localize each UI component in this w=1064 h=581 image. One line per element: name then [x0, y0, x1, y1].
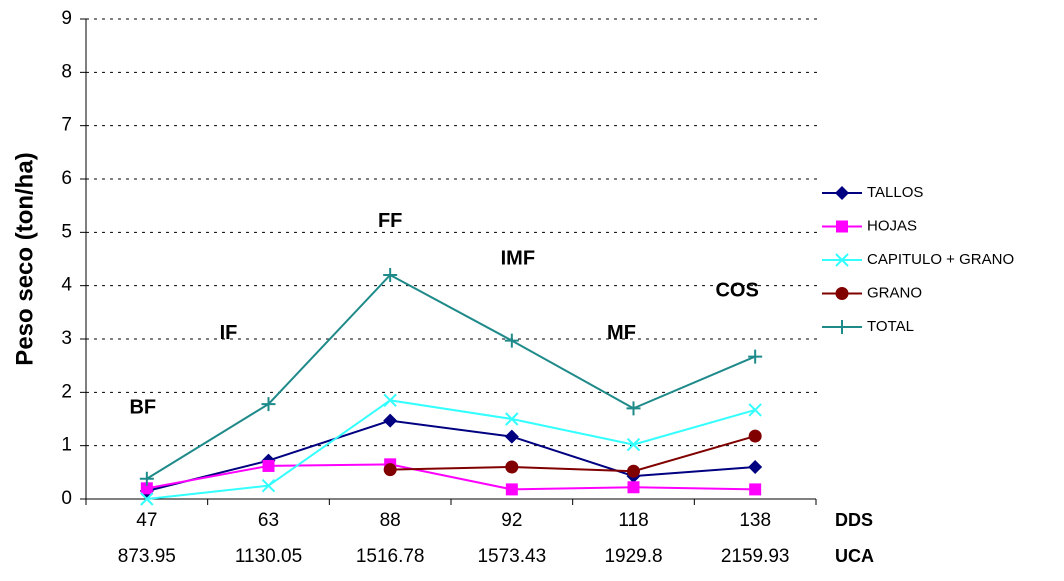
marker	[505, 460, 519, 474]
marker	[504, 333, 519, 348]
legend-label: TALLOS	[867, 184, 923, 201]
x-tick-label-2: 873.95	[118, 546, 176, 567]
legend-label: GRANO	[867, 284, 922, 301]
annotation: IMF	[501, 247, 535, 269]
marker	[748, 349, 763, 364]
y-tick-label: 2	[61, 381, 72, 402]
y-tick-label: 3	[61, 328, 72, 349]
y-axis-label: Peso seco (ton/ha)	[11, 152, 38, 365]
marker	[383, 268, 398, 282]
y-tick-label: 0	[61, 488, 72, 509]
x-tick-label: 63	[258, 510, 279, 531]
marker	[836, 220, 848, 233]
y-tick-label: 7	[61, 115, 72, 136]
marker	[627, 464, 640, 478]
x-tick-label: 92	[501, 510, 522, 531]
marker	[835, 287, 849, 300]
marker	[504, 429, 519, 444]
x-tick-label: 47	[136, 510, 157, 531]
marker	[505, 412, 519, 426]
marker	[383, 463, 397, 477]
series-line	[146, 419, 756, 492]
marker	[835, 253, 849, 267]
x-axis-name: UCA	[835, 546, 874, 566]
annotation: FF	[378, 210, 402, 232]
x-tick-label-2: 1573.43	[477, 546, 546, 567]
x-tick-label: 118	[618, 510, 648, 531]
marker	[139, 471, 154, 486]
marker	[140, 482, 153, 495]
x-tick-label-2: 1929.8	[604, 546, 662, 567]
y-tick-label: 5	[61, 221, 72, 242]
x-axis-name: DDS	[835, 510, 873, 530]
legend-label: TOTAL	[867, 318, 914, 335]
annotation: IF	[220, 322, 238, 344]
annotation: COS	[715, 279, 758, 301]
series-line	[390, 435, 756, 473]
series-line	[146, 273, 756, 480]
marker	[748, 429, 762, 443]
marker	[261, 478, 276, 493]
annotation: BF	[129, 397, 156, 419]
x-tick-label-2: 1130.05	[235, 546, 302, 567]
marker	[835, 320, 849, 334]
marker	[505, 483, 518, 496]
marker	[627, 481, 640, 494]
marker	[626, 401, 641, 416]
y-tick-label: 9	[61, 8, 72, 29]
series-line	[146, 463, 756, 491]
y-tick-label: 6	[61, 168, 72, 189]
marker	[383, 413, 398, 428]
x-tick-label: 88	[380, 510, 401, 531]
marker	[262, 459, 275, 472]
marker	[626, 437, 641, 452]
legend-label: HOJAS	[867, 217, 917, 234]
marker	[140, 492, 154, 506]
y-tick-label: 1	[61, 435, 72, 456]
x-tick-label-2: 2159.93	[721, 546, 790, 567]
marker	[748, 460, 763, 474]
y-tick-label: 4	[61, 275, 72, 296]
annotation: MF	[607, 322, 636, 344]
series-line	[146, 399, 756, 500]
marker	[748, 403, 762, 417]
marker	[835, 186, 849, 200]
legend-label: CAPITULO + GRANO	[867, 251, 1014, 268]
x-tick-label-2: 1516.78	[356, 546, 425, 567]
y-tick-label: 8	[61, 61, 72, 82]
marker	[749, 483, 762, 496]
marker	[261, 397, 276, 412]
x-tick-label: 138	[739, 510, 771, 531]
marker	[383, 393, 397, 408]
